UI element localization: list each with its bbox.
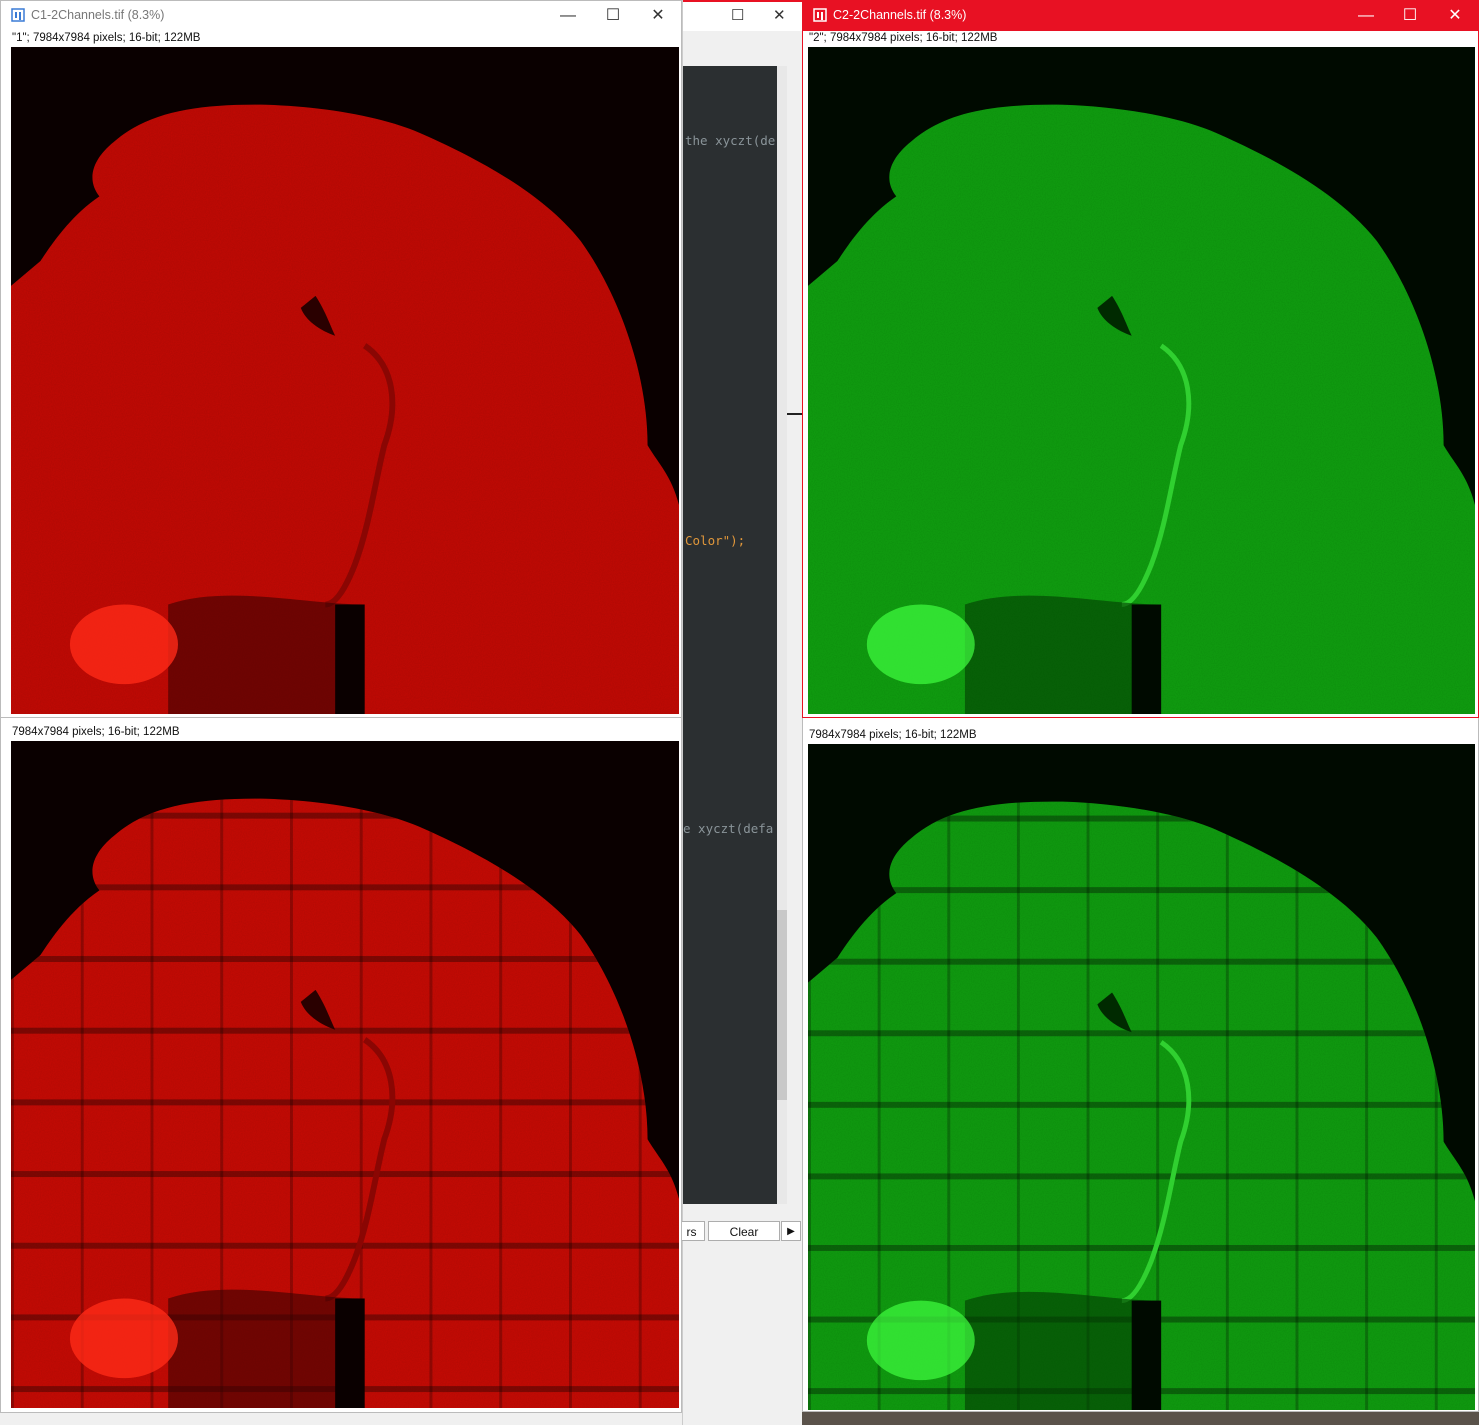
code-line: Color");: [685, 533, 746, 548]
image-info: 7984x7984 pixels; 16-bit; 122MB: [809, 729, 977, 741]
editor-scrollbar-thumb[interactable]: [777, 910, 787, 1100]
close-icon[interactable]: ✕: [651, 7, 665, 24]
image-window-red-tiled[interactable]: 7984x7984 pixels; 16-bit; 122MB: [0, 718, 682, 1413]
close-icon[interactable]: ✕: [1448, 7, 1462, 24]
minimize-icon[interactable]: —: [1358, 7, 1374, 24]
image-canvas[interactable]: [808, 744, 1475, 1410]
code-area[interactable]: the xyczt(de Color"); e xyczt(defa: [683, 66, 777, 1204]
code-line: the xyczt(de: [685, 133, 776, 148]
editor-top-accent: [683, 0, 803, 2]
clear-button[interactable]: Clear: [708, 1221, 780, 1241]
window-titlebar[interactable]: C2-2Channels.tif (8.3%) — ☐ ✕: [803, 1, 1478, 31]
window-title: C2-2Channels.tif (8.3%): [833, 8, 967, 22]
image-canvas[interactable]: [808, 47, 1475, 714]
image-canvas[interactable]: [11, 47, 679, 714]
imagej-icon: [11, 8, 25, 22]
image-info: 7984x7984 pixels; 16-bit; 122MB: [12, 726, 180, 738]
image-window-green-tiled[interactable]: 7984x7984 pixels; 16-bit; 122MB: [802, 718, 1479, 1412]
divider: [787, 413, 803, 415]
code-line: e xyczt(defa: [683, 821, 774, 836]
maximize-icon[interactable]: ☐: [605, 7, 621, 24]
window-title: C1-2Channels.tif (8.3%): [31, 8, 165, 22]
editor-scrollbar[interactable]: [777, 66, 787, 1204]
close-icon[interactable]: ✕: [773, 7, 786, 24]
image-window-c2[interactable]: C2-2Channels.tif (8.3%) — ☐ ✕ "2"; 7984x…: [802, 0, 1479, 718]
script-editor-window: ☐ ✕ the xyczt(de Color"); e xyczt(defa r…: [679, 0, 803, 1425]
minimize-icon[interactable]: —: [560, 7, 576, 24]
maximize-icon[interactable]: ☐: [731, 7, 745, 24]
editor-titlebar: ☐ ✕: [683, 0, 803, 31]
maximize-icon[interactable]: ☐: [1402, 7, 1418, 24]
imagej-icon: [813, 8, 827, 22]
desktop-background: [802, 1412, 1479, 1425]
image-info: "1"; 7984x7984 pixels; 16-bit; 122MB: [12, 32, 201, 44]
run-arrow-button[interactable]: ▶: [781, 1221, 801, 1241]
editor-button-partial[interactable]: rs: [679, 1221, 705, 1241]
image-canvas[interactable]: [11, 741, 679, 1408]
image-info: "2"; 7984x7984 pixels; 16-bit; 122MB: [809, 32, 998, 44]
image-window-c1[interactable]: C1-2Channels.tif (8.3%) — ☐ ✕ "1"; 7984x…: [0, 0, 682, 718]
window-titlebar[interactable]: C1-2Channels.tif (8.3%) — ☐ ✕: [1, 1, 681, 31]
